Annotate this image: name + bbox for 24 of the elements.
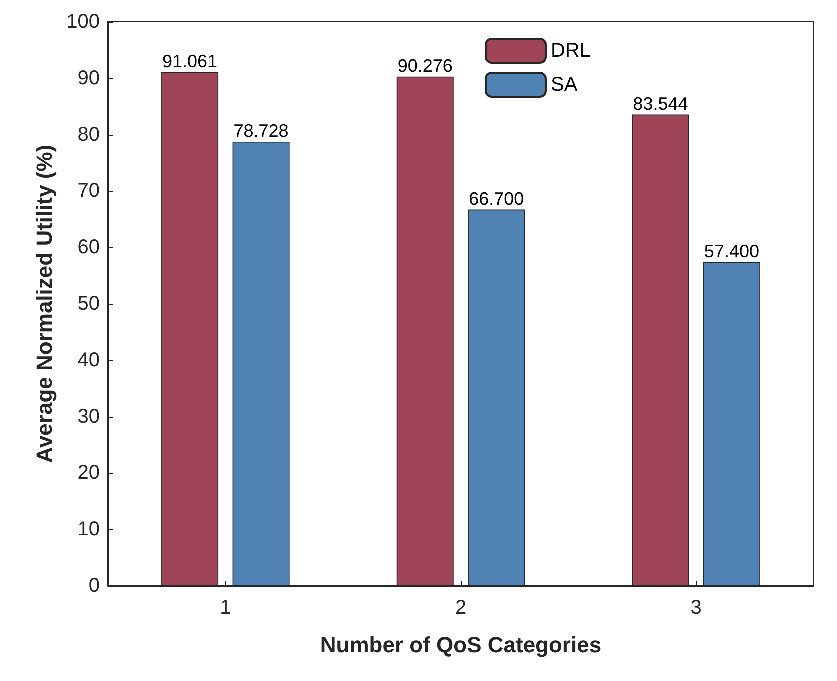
y-tick-label: 40 [78,349,100,372]
data-label: 57.400 [704,241,760,262]
x-tick-label: 2 [455,597,467,619]
data-label: 90.276 [398,56,453,76]
y-tick-label: 70 [78,180,100,202]
y-tick-label: 10 [78,518,100,541]
data-label: 83.544 [633,94,688,114]
y-tick-label: 90 [78,67,100,90]
y-tick-label: 50 [78,293,100,315]
y-tick-label: 20 [78,462,100,484]
x-tick-label: 1 [220,597,232,619]
y-tick-label: 100 [66,11,100,33]
y-tick-label: 80 [78,124,100,146]
y-tick-label: 30 [78,406,100,428]
data-label: 78.728 [234,120,289,141]
data-label: 91.061 [162,51,218,72]
y-axis-title: Average Normalized Utility (%) [32,144,58,464]
x-tick-label: 3 [690,597,702,619]
legend-label: SA [550,74,578,96]
y-tick-label: 0 [88,575,100,597]
x-axis-title: Number of QoS Categories [320,632,602,658]
data-label: 66.700 [469,188,524,209]
y-tick-label: 60 [78,236,100,259]
legend-label: DRL [550,40,592,62]
